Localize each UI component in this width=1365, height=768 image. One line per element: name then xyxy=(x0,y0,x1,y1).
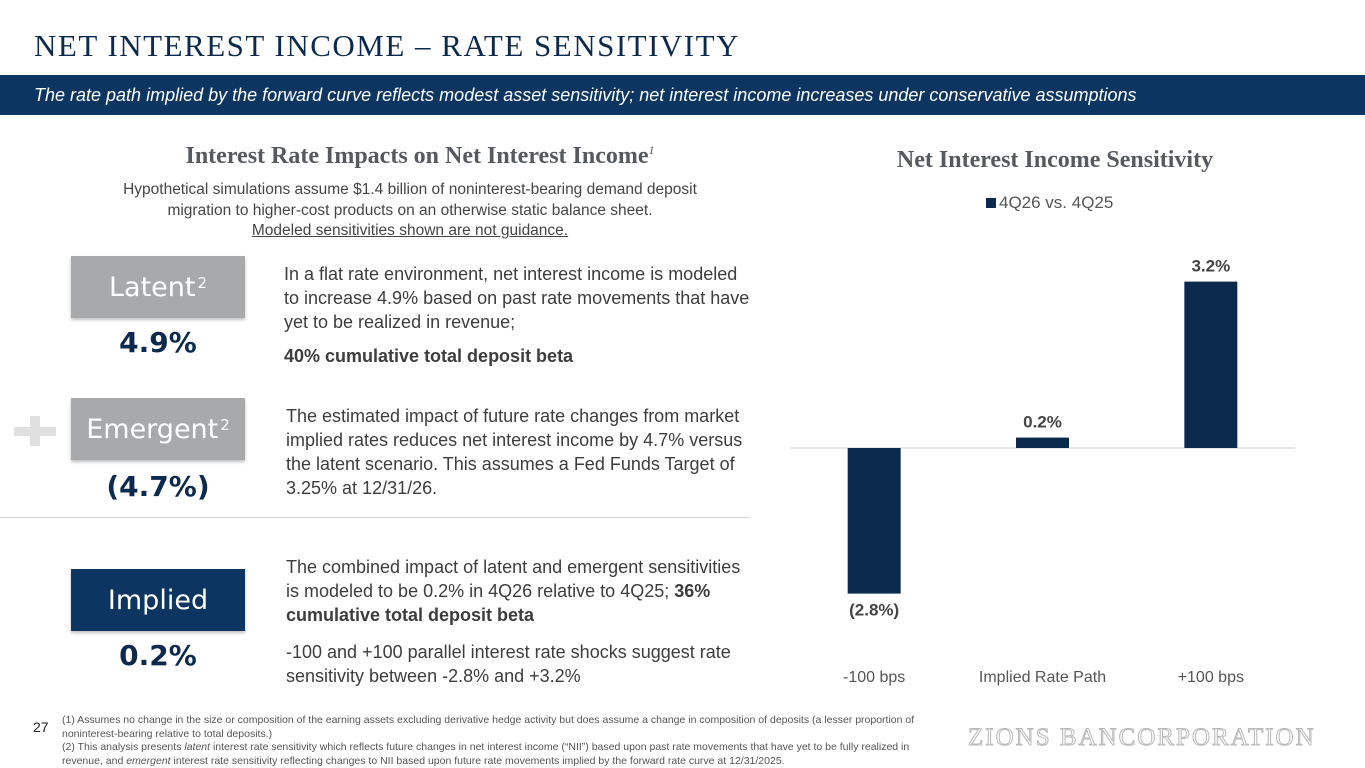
legend-label: 4Q26 vs. 4Q25 xyxy=(999,193,1114,212)
page-title: NET INTEREST INCOME – RATE SENSITIVITY xyxy=(34,28,740,63)
footnote-2-emergent: emergent xyxy=(126,754,171,767)
footnote-2-part-c: interest rate sensitivity reflecting cha… xyxy=(170,754,785,767)
emergent-box: Emergent 2 xyxy=(71,398,245,460)
bar-label-1: 0.2% xyxy=(1023,413,1062,432)
chart-legend: 4Q26 vs. 4Q25 xyxy=(986,193,1113,213)
left-section-heading: Interest Rate Impacts on Net Interest In… xyxy=(0,143,840,170)
category-label-2: +100 bps xyxy=(1178,669,1244,686)
latent-description: In a flat rate environment, net interest… xyxy=(284,262,754,368)
category-label-1: Implied Rate Path xyxy=(979,669,1106,686)
footnote-2-part-a: (2) This analysis presents xyxy=(62,741,185,753)
section-divider xyxy=(0,517,750,518)
plus-icon xyxy=(14,416,56,446)
left-heading-footnote: 1 xyxy=(648,143,655,157)
subtext-line-2: migration to higher-cost products on an … xyxy=(167,201,653,219)
latent-footnote: 2 xyxy=(197,274,208,292)
latent-box: Latent 2 xyxy=(71,256,245,318)
company-logo: ZIONS BANCORPORATION xyxy=(968,724,1316,752)
rate-shock-note: -100 and +100 parallel interest rate sho… xyxy=(286,642,731,686)
bar-label-2: 3.2% xyxy=(1191,257,1230,276)
bar-label-0: (2.8%) xyxy=(849,601,899,620)
implied-box: Implied xyxy=(71,569,245,631)
bar-0 xyxy=(847,448,901,594)
banner-text: The rate path implied by the forward cur… xyxy=(34,85,1137,105)
emergent-label: Emergent xyxy=(86,413,219,445)
latent-desc-text: In a flat rate environment, net interest… xyxy=(284,264,750,332)
legend-swatch xyxy=(986,198,996,208)
implied-desc-text: The combined impact of latent and emerge… xyxy=(286,557,741,601)
latent-deposit-beta: 40% cumulative total deposit beta xyxy=(284,346,574,366)
category-label-0: -100 bps xyxy=(843,669,905,686)
latent-label: Latent xyxy=(108,271,196,303)
implied-value: 0.2% xyxy=(119,639,197,672)
footnote-2: (2) This analysis presents latent intere… xyxy=(62,741,942,768)
page-number: 27 xyxy=(33,719,49,735)
subtext-line-1: Hypothetical simulations assume $1.4 bil… xyxy=(123,181,697,198)
footnote-2-latent: latent xyxy=(184,741,211,753)
subtext-guidance-note: Modeled sensitivities shown are not guid… xyxy=(251,222,569,239)
footnote-2-part-b: interest rate sensitivity which reflects… xyxy=(62,741,910,767)
emergent-value: (4.7%) xyxy=(106,470,210,503)
emergent-description: The estimated impact of future rate chan… xyxy=(286,406,743,498)
bar-1 xyxy=(1016,437,1069,448)
nii-sensitivity-chart: (2.8%) -100 bps 0.2% Implied Rate Path 3.2% +… xyxy=(790,257,1295,686)
footnote-1: (1) Assumes no change in the size or com… xyxy=(62,714,915,740)
left-section-subtext: Hypothetical simulations assume $1.4 bil… xyxy=(40,180,780,242)
implied-deposit-beta: 36% cumulative total deposit beta xyxy=(286,581,711,625)
latent-value: 4.9% xyxy=(119,326,197,359)
implied-label: Implied xyxy=(107,584,209,616)
left-heading-text: Interest Rate Impacts on Net Interest In… xyxy=(185,143,649,169)
footnotes: (1) Assumes no change in the size or com… xyxy=(62,714,942,768)
emergent-footnote: 2 xyxy=(220,416,230,434)
chart-title: Net Interest Income Sensitivity xyxy=(896,147,1214,173)
implied-description: The combined impact of latent and emerge… xyxy=(286,555,741,627)
subtitle-banner: The rate path implied by the forward cur… xyxy=(0,75,1365,115)
bar-2 xyxy=(1184,281,1238,448)
